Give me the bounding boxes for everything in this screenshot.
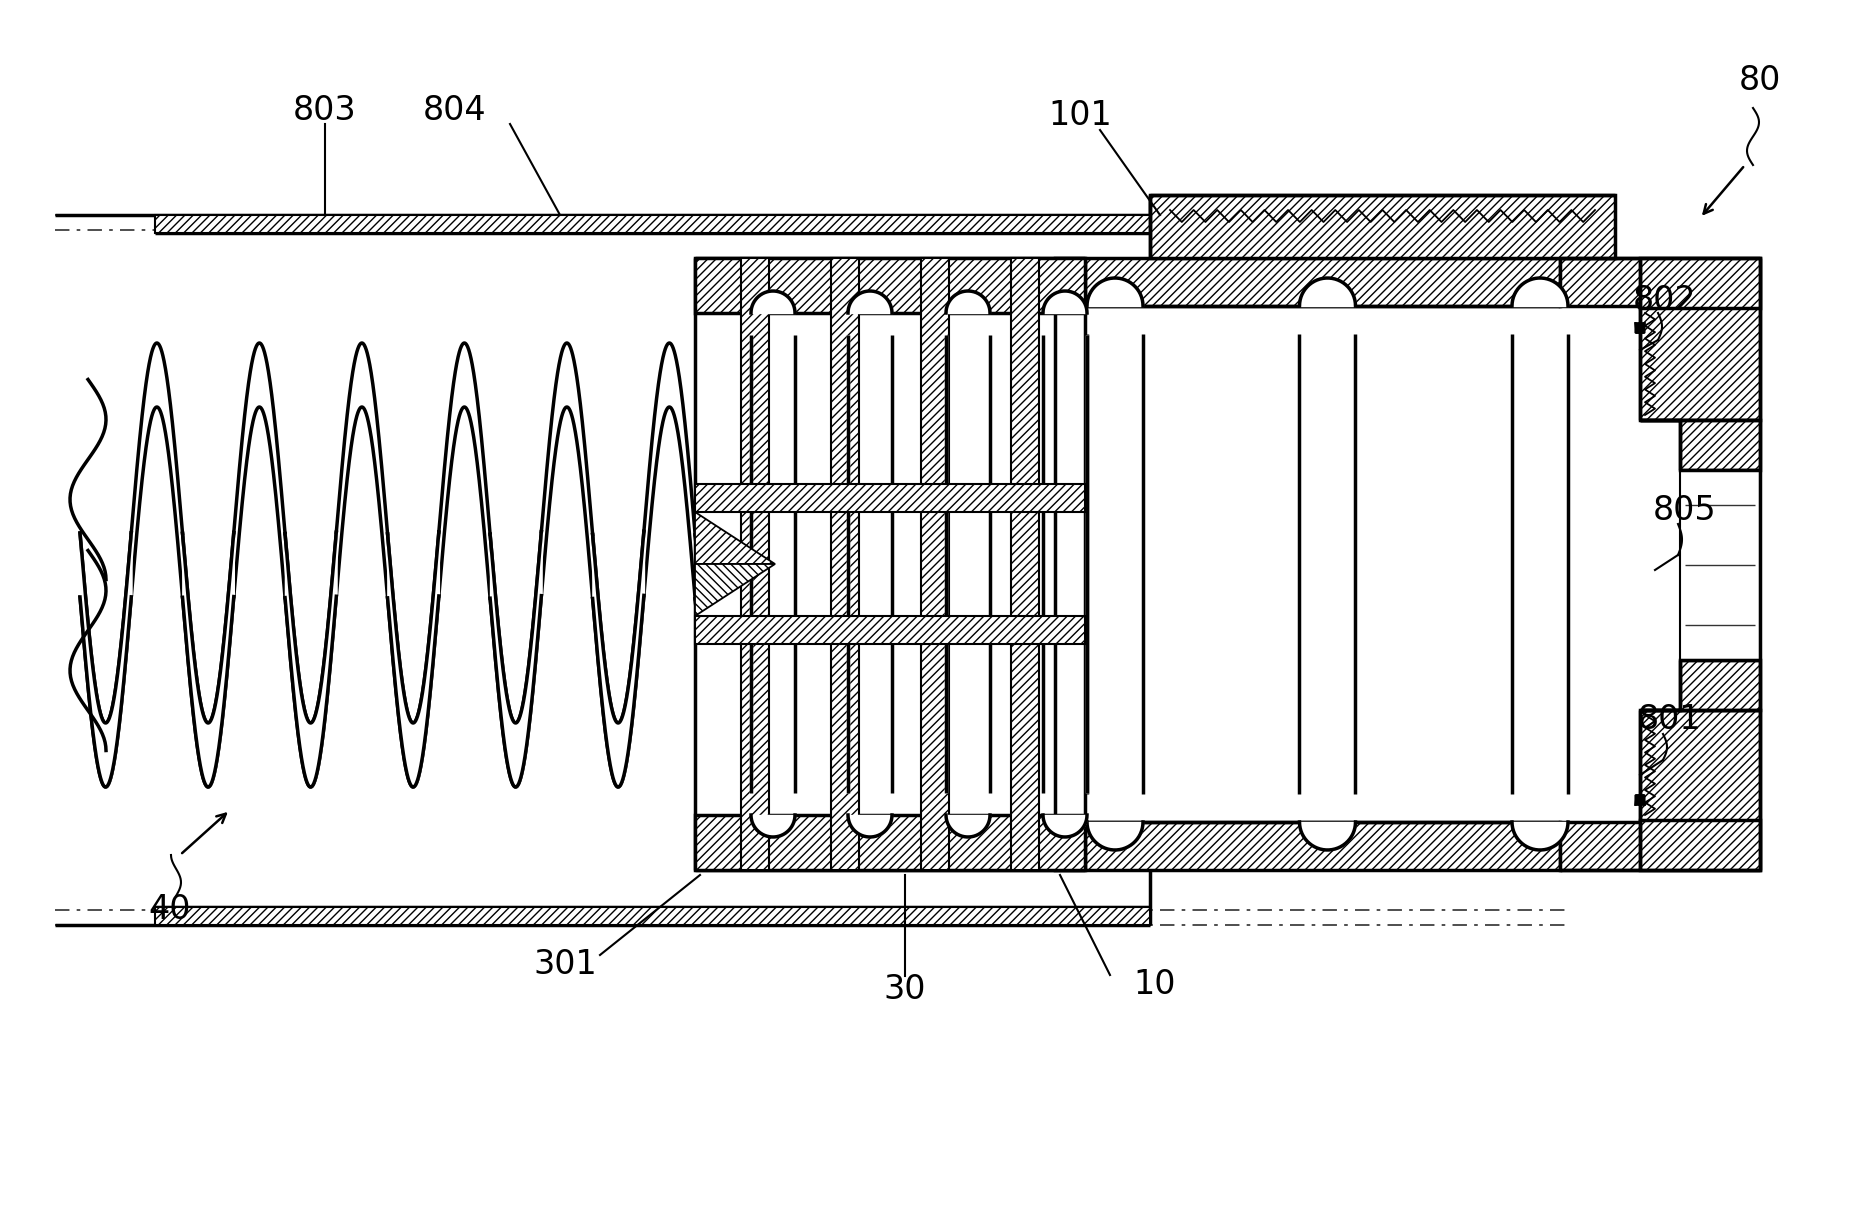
Text: 805: 805: [1652, 494, 1716, 527]
Bar: [1054, 822, 1558, 870]
Polygon shape: [1558, 820, 1759, 870]
Text: 301: 301: [532, 949, 597, 981]
Bar: [1150, 194, 1615, 259]
Text: 80: 80: [1738, 64, 1779, 96]
Text: 10: 10: [1133, 969, 1176, 1002]
Text: 803: 803: [292, 94, 356, 127]
Polygon shape: [695, 512, 775, 564]
Bar: [695, 815, 1084, 870]
Polygon shape: [695, 564, 775, 616]
Bar: [695, 313, 1084, 815]
Polygon shape: [1639, 259, 1759, 420]
Bar: [830, 259, 858, 870]
Polygon shape: [1639, 710, 1759, 870]
Bar: [1054, 259, 1558, 307]
Bar: [155, 907, 1150, 924]
Polygon shape: [1558, 259, 1759, 308]
Bar: [695, 484, 1084, 512]
Bar: [695, 616, 1084, 644]
Bar: [1010, 259, 1038, 870]
Text: 101: 101: [1047, 98, 1111, 132]
Bar: [695, 259, 1084, 313]
Bar: [155, 215, 1150, 233]
Polygon shape: [1639, 660, 1759, 710]
Text: 804: 804: [423, 94, 487, 127]
Bar: [1678, 470, 1759, 660]
Text: 801: 801: [1637, 703, 1701, 736]
Text: 40: 40: [148, 894, 191, 927]
Text: 802: 802: [1631, 283, 1695, 316]
Text: 30: 30: [884, 974, 925, 1007]
Bar: [740, 259, 768, 870]
Bar: [920, 259, 948, 870]
Polygon shape: [1639, 420, 1759, 470]
